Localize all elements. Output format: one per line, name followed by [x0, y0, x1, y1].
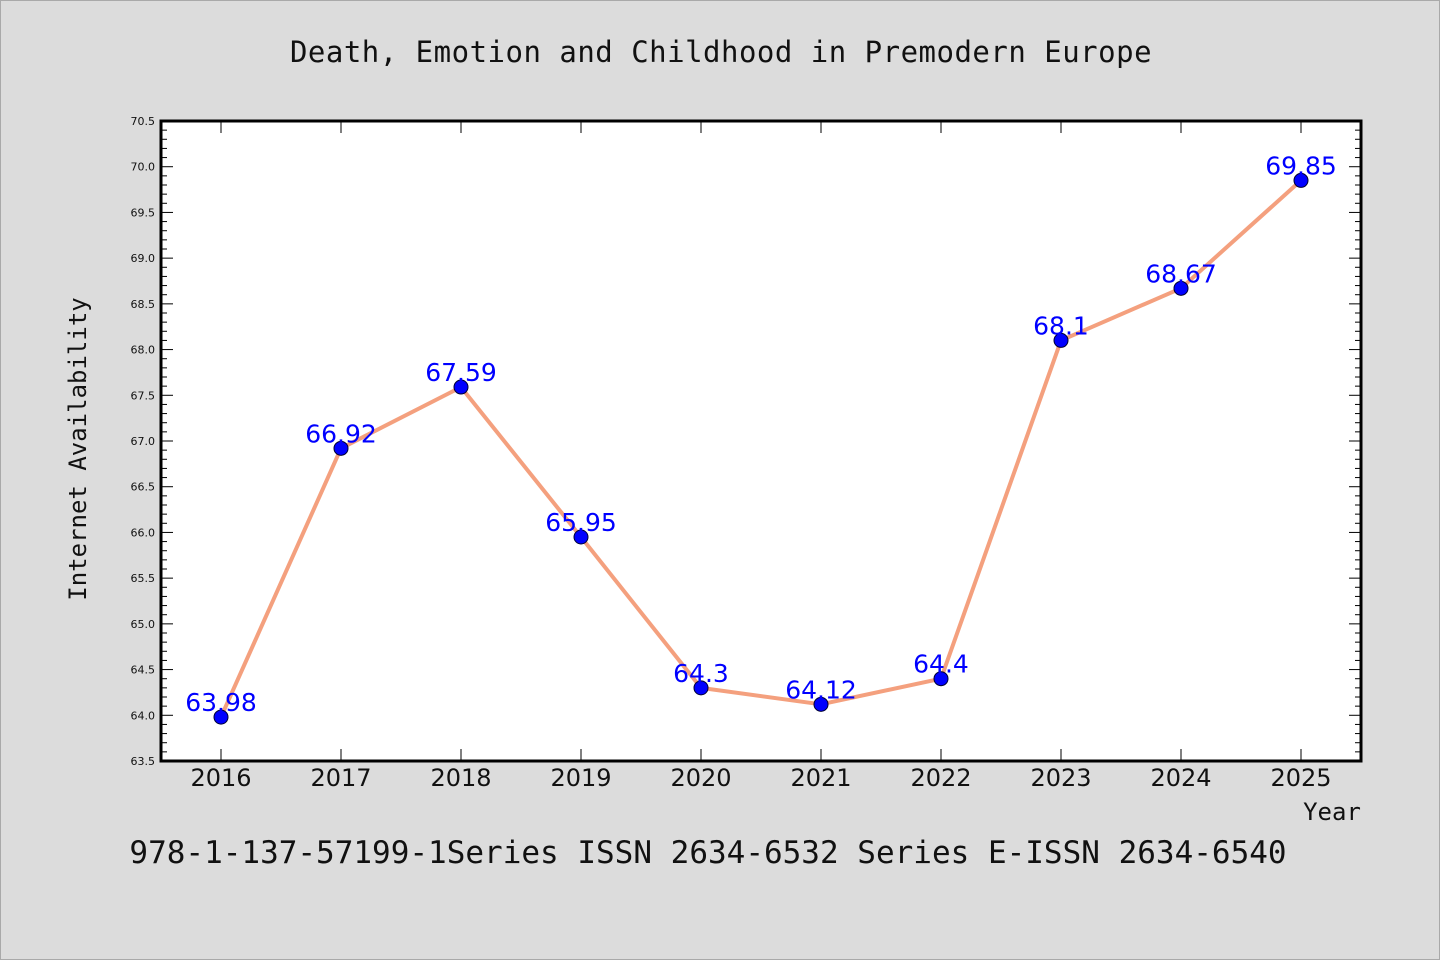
y-tick-label: 66.0	[131, 526, 156, 539]
series-line	[219, 178, 1303, 718]
x-axis: 2016 2017 2018 2019 2020 2021 2022 2023 2024 2025	[190, 121, 1332, 792]
data-point	[333, 440, 349, 456]
y-tick-label: 70.5	[131, 115, 156, 128]
data-point	[453, 379, 469, 395]
data-label: 64.3	[673, 659, 729, 688]
y-tick-label: 70.0	[131, 161, 156, 174]
data-point	[573, 529, 589, 545]
chart-title: Death, Emotion and Childhood in Premoder…	[289, 35, 1153, 69]
data-label: 68.1	[1033, 311, 1089, 340]
y-axis-title: Internet Availability	[64, 297, 92, 600]
data-label: 63.98	[185, 688, 257, 717]
data-label: 64.12	[785, 675, 857, 704]
data-label: 66.92	[305, 419, 377, 448]
y-tick-label: 64.0	[131, 709, 156, 722]
y-tick-label: 67.5	[131, 389, 156, 402]
x-tick-label: 2019	[550, 764, 611, 792]
data-point	[1053, 332, 1069, 348]
data-label: 68.67	[1145, 259, 1217, 288]
y-tick-label: 63.5	[131, 755, 156, 768]
plot-area	[159, 119, 1363, 763]
x-tick-label: 2023	[1030, 764, 1091, 792]
x-tick-label: 2021	[790, 764, 851, 792]
y-tick-label: 68.5	[131, 298, 156, 311]
x-tick-label: 2018	[430, 764, 491, 792]
y-tick-label: 69.5	[131, 206, 156, 219]
y-tick-label: 65.5	[131, 572, 156, 585]
y-tick-label: 64.5	[131, 664, 156, 677]
x-tick-label: 2022	[910, 764, 971, 792]
data-point	[213, 709, 229, 725]
data-label: 65.95	[545, 508, 617, 537]
y-tick-label: 67.0	[131, 435, 156, 448]
x-tick-label: 2017	[310, 764, 371, 792]
y-tick-label: 65.0	[131, 618, 156, 631]
x-tick-label: 2020	[670, 764, 731, 792]
data-point	[1173, 280, 1189, 296]
data-point	[813, 696, 829, 712]
data-label: 69.85	[1265, 151, 1337, 180]
x-tick-label: 2016	[190, 764, 251, 792]
data-point	[1293, 172, 1309, 188]
y-tick-label: 68.0	[131, 344, 156, 357]
y-tick-label: 69.0	[131, 252, 156, 265]
y-tick-label: 66.5	[131, 481, 156, 494]
x-tick-label: 2024	[1150, 764, 1211, 792]
data-label: 64.4	[913, 650, 969, 679]
data-label: 67.59	[425, 358, 497, 387]
footer-isbn-text: 978-1-137-57199-1Series ISSN 2634-6532 S…	[129, 835, 1287, 871]
data-point	[933, 671, 949, 687]
data-point	[693, 680, 709, 696]
x-tick-label: 2025	[1270, 764, 1331, 792]
x-axis-title: Year	[1303, 798, 1361, 826]
y-axis: 63.5 64.0 64.5 65.0 65.5 66.0 66.5 67.0 67.5 68.0…	[131, 115, 1361, 768]
series-group: 63.98 66.92 67.59 65.95 64.3 64.12 64.4 68.1 68.…	[185, 151, 1337, 725]
